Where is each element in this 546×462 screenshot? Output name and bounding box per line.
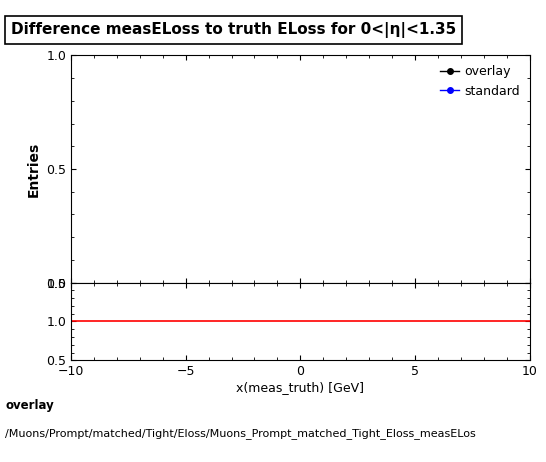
Text: overlay: overlay: [5, 399, 54, 412]
Y-axis label: Entries: Entries: [27, 141, 40, 197]
Legend: overlay, standard: overlay, standard: [436, 62, 524, 102]
Text: Difference measELoss to truth ELoss for 0<|η|<1.35: Difference measELoss to truth ELoss for …: [11, 22, 456, 38]
X-axis label: x(meas_truth) [GeV]: x(meas_truth) [GeV]: [236, 381, 364, 394]
Text: /Muons/Prompt/matched/Tight/Eloss/Muons_Prompt_matched_Tight_Eloss_measELos: /Muons/Prompt/matched/Tight/Eloss/Muons_…: [5, 429, 476, 439]
